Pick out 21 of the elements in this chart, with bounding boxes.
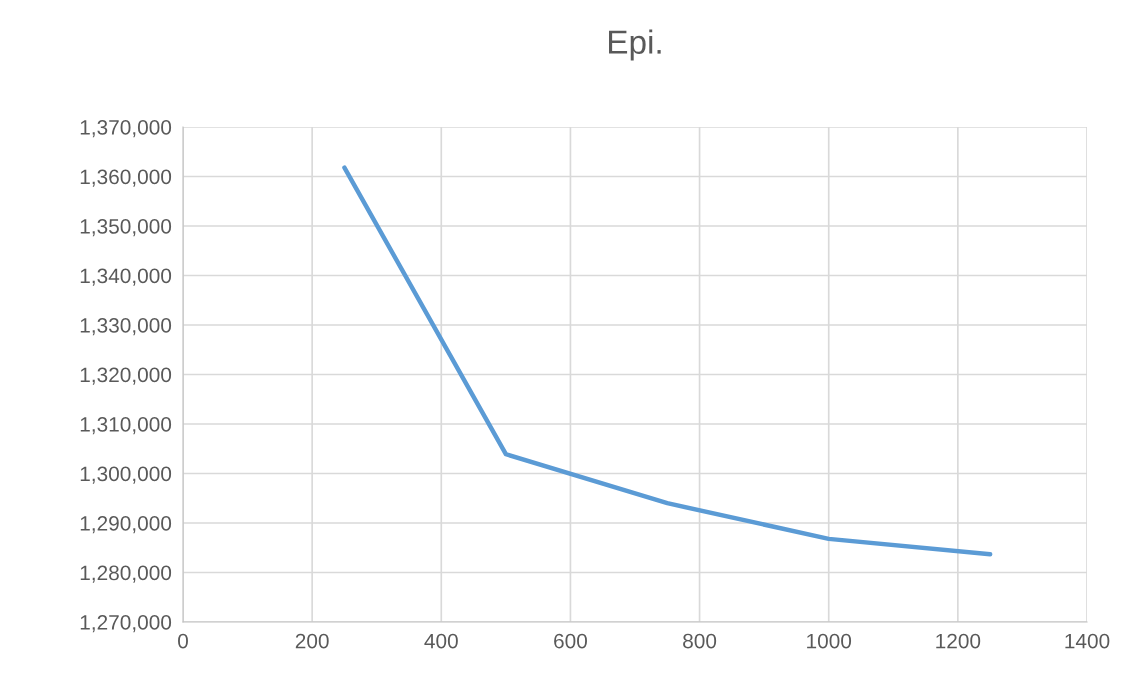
y-tick-label: 1,320,000	[80, 367, 172, 385]
y-tick-label: 1,350,000	[80, 219, 172, 237]
x-tick-label: 400	[424, 633, 458, 649]
line-series	[342, 165, 993, 557]
x-tick-label: 1400	[1065, 633, 1110, 649]
y-tick-label: 1,370,000	[80, 120, 172, 138]
y-tick-label: 1,280,000	[80, 565, 172, 583]
y-tick-label: 1,340,000	[80, 268, 172, 286]
y-tick-label: 1,270,000	[80, 615, 172, 633]
x-tick-label: 1000	[807, 633, 852, 649]
y-tick-label: 1,290,000	[80, 516, 172, 534]
y-tick-label: 1,310,000	[80, 417, 172, 435]
x-tick-label: 0	[178, 633, 188, 649]
x-tick-label: 200	[295, 633, 329, 649]
y-tick-label: 1,300,000	[80, 466, 172, 484]
chart-title: Epi.	[609, 29, 661, 61]
x-tick-label: 1200	[936, 633, 981, 649]
y-tick-label: 1,330,000	[80, 318, 172, 336]
y-tick-label: 1,360,000	[80, 169, 172, 187]
x-tick-label: 600	[554, 633, 587, 649]
x-tick-label: 800	[683, 633, 717, 649]
